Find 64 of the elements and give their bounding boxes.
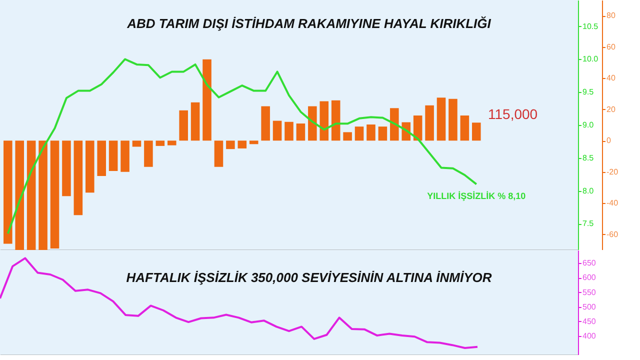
bar: [390, 108, 399, 141]
y2-tick-label: 9.0: [582, 120, 594, 130]
bar: [4, 140, 12, 244]
series-label: YILLIK İŞSİZLİK % 8,10: [427, 191, 526, 202]
bar: [249, 140, 258, 144]
y-tick-label: 500: [582, 302, 596, 312]
y-tick-label: 650: [582, 258, 596, 268]
bar: [472, 122, 481, 141]
bar: [156, 140, 165, 146]
bar: [62, 140, 71, 196]
text: 115,000: [488, 106, 538, 122]
bar: [144, 140, 153, 167]
bar: [296, 123, 306, 141]
y2-tick-label: 7.5: [582, 219, 594, 228]
bar: [15, 140, 24, 250]
bar: [214, 140, 224, 167]
text: HAFTALIK İŞSİZLİK 350,000 SEVİYESİNİN ALTINA İNMİYOR: [126, 270, 492, 285]
y-tick-label: 80: [606, 11, 616, 20]
bar: [38, 140, 48, 250]
bar: [448, 98, 458, 141]
bar: [378, 126, 388, 141]
y-tick-label: -20: [606, 167, 619, 176]
bar: [425, 105, 434, 141]
bar: [50, 140, 60, 248]
bar: [86, 140, 94, 193]
y-tick-label: 20: [606, 104, 616, 114]
y-tick-label: 600: [582, 273, 596, 282]
bar: [179, 110, 188, 141]
bar: [272, 120, 282, 141]
y2-tick-label: 8.5: [582, 153, 594, 162]
bar: [97, 140, 106, 176]
y2-tick-label: 8.0: [582, 186, 594, 196]
bar: [120, 140, 130, 172]
y-tick-label: 0: [606, 136, 612, 146]
bar: [167, 140, 176, 146]
bar: [108, 140, 118, 171]
y2-tick-label: 10.0: [582, 54, 599, 64]
y-tick-label: 40: [606, 74, 616, 83]
y-tick-label: 60: [606, 42, 616, 52]
text: ABD TARIM DIŞI İSTİHDAM RAKAMIYINE HAYAL KIRIKLIĞI: [126, 16, 492, 31]
y-tick-label: 550: [582, 288, 596, 297]
bar: [343, 132, 352, 141]
y-tick-label: -40: [606, 198, 619, 208]
bar: [238, 140, 247, 148]
y-tick-label: 400: [582, 332, 596, 341]
bar: [320, 101, 329, 141]
y-tick-label: -60: [606, 230, 619, 239]
y-tick-label: 450: [582, 316, 596, 326]
bar: [202, 59, 212, 141]
bar: [284, 122, 294, 141]
y2-tick-label: 9.5: [582, 88, 594, 97]
bar: [366, 124, 376, 141]
bar: [331, 100, 340, 141]
bar: [190, 102, 200, 141]
bar: [226, 140, 235, 150]
y2-tick-label: 10.5: [582, 22, 599, 31]
bar: [26, 140, 36, 250]
bar: [132, 140, 142, 147]
bar: [74, 140, 83, 216]
bar: [460, 115, 470, 141]
bar: [261, 106, 270, 141]
bar: [308, 106, 317, 141]
bar: [354, 126, 364, 141]
bar: [436, 98, 446, 141]
